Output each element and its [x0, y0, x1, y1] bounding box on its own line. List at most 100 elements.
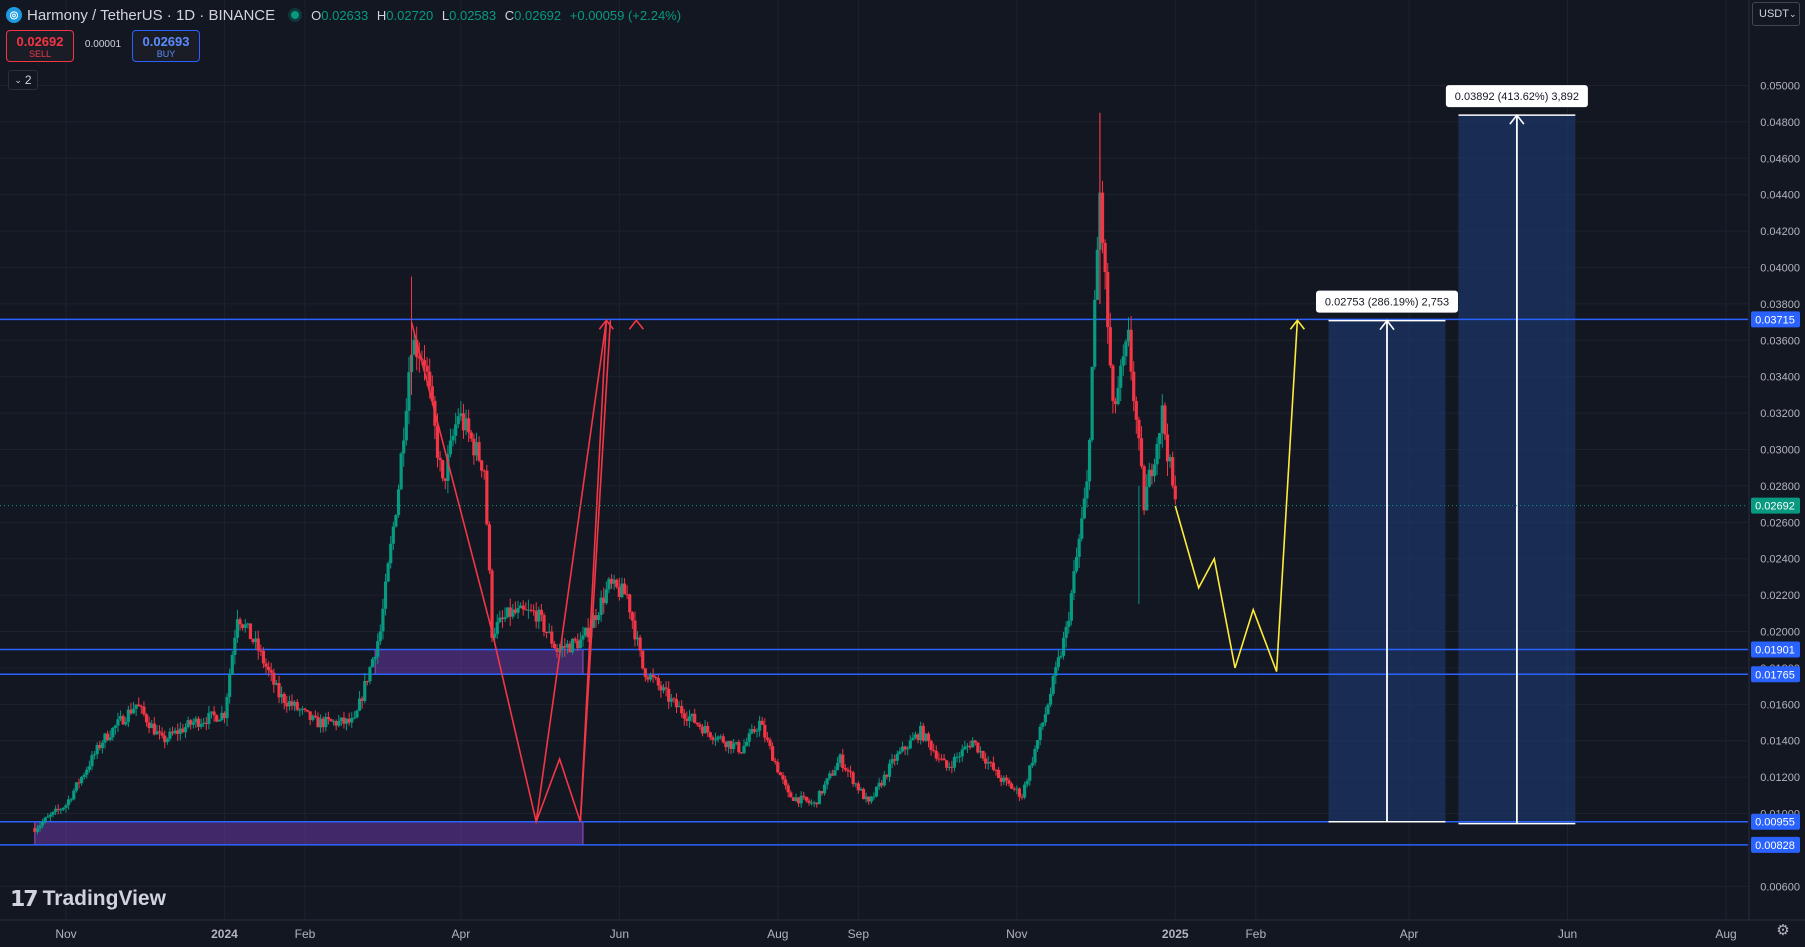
candle-body: [98, 744, 102, 749]
candle-body: [537, 609, 541, 622]
candle-body: [144, 714, 149, 723]
candle-body: [825, 778, 829, 785]
time-tick-label: Jun: [610, 927, 629, 941]
candle-body: [869, 796, 873, 802]
time-tick-label: Aug: [1715, 927, 1736, 941]
candle-body: [176, 730, 180, 734]
candle-body: [1010, 783, 1014, 789]
time-tick-label: Sep: [848, 927, 870, 941]
price-tick-label: 0.05000: [1760, 80, 1800, 92]
candle-body: [599, 597, 603, 616]
candle-body: [542, 615, 546, 632]
candle-body: [105, 733, 110, 741]
candle-body: [152, 723, 156, 735]
candle-body: [724, 742, 728, 748]
candle-body: [781, 775, 785, 780]
candle-body: [1173, 485, 1177, 500]
price-tick-label: 0.03800: [1760, 299, 1800, 311]
candle-body: [1025, 780, 1029, 785]
candle-body: [1072, 571, 1076, 594]
candle-body: [389, 543, 393, 564]
tradingview-logo: 𝟭𝟳 TradingView: [10, 886, 166, 911]
candle-body: [656, 678, 660, 686]
candle-body: [544, 631, 549, 633]
candle-body: [1028, 765, 1032, 781]
candle-body: [1043, 714, 1047, 723]
candle-body: [155, 731, 159, 735]
candle-body: [820, 791, 824, 794]
candle-body: [446, 454, 450, 481]
trade-panel: 0.02692 SELL 0.00001 0.02693 BUY: [6, 30, 200, 62]
candle-body: [947, 766, 951, 768]
candle-body: [459, 413, 463, 417]
candle-body: [209, 711, 214, 713]
candle-body: [776, 762, 780, 773]
candle-body: [565, 643, 569, 648]
candle-body: [485, 470, 489, 525]
candle-body: [33, 828, 37, 832]
candle-body: [103, 733, 107, 743]
candle-body: [864, 796, 868, 800]
level-price-label-box: [1751, 813, 1800, 830]
candle-body: [1158, 433, 1162, 445]
candle-body: [583, 627, 588, 636]
candle-body: [160, 732, 164, 736]
candle-body: [1015, 788, 1019, 790]
candle-body: [90, 755, 94, 767]
indicators-toggle[interactable]: ⌄ 2: [8, 70, 38, 90]
candle-body: [142, 706, 146, 715]
candle-body: [654, 677, 658, 679]
candle-body: [687, 716, 692, 722]
symbol-title[interactable]: Harmony / TetherUS · 1D · BINANCE: [27, 6, 276, 24]
candle-body: [900, 746, 905, 752]
candle-body: [381, 608, 385, 632]
candle-body: [1090, 366, 1094, 440]
sell-button[interactable]: 0.02692 SELL: [6, 30, 74, 62]
candle-body: [303, 708, 307, 710]
candle-body: [111, 727, 115, 738]
harmony-logo-icon: ◎: [6, 7, 22, 23]
candle-body: [1100, 192, 1105, 243]
candle-body: [430, 386, 434, 401]
candle-body: [630, 612, 634, 621]
candle-body: [596, 615, 601, 620]
candle-body: [228, 674, 232, 697]
level-price-label-box: [1751, 311, 1800, 328]
candle-body: [685, 718, 689, 722]
candle-body: [412, 339, 416, 355]
candle-body: [695, 722, 699, 725]
measure-label-box: [1445, 85, 1588, 108]
candle-body: [69, 799, 73, 801]
candle-body: [643, 668, 647, 677]
candle-body: [186, 720, 190, 728]
settings-gear-icon[interactable]: ⚙: [1776, 922, 1790, 939]
candle-body: [490, 570, 494, 638]
candle-body: [116, 719, 120, 726]
candle-body: [1007, 780, 1011, 784]
spread-value: 0.00001: [84, 39, 122, 50]
candle-body: [1137, 419, 1141, 439]
candle-body: [373, 656, 377, 660]
candle-body: [607, 578, 611, 590]
candle-body: [742, 745, 746, 754]
candle-body: [347, 718, 351, 723]
currency-selector[interactable]: USDT ⌄: [1752, 2, 1800, 26]
candle-body: [225, 696, 229, 719]
candle-body: [765, 737, 770, 740]
candle-body: [960, 749, 964, 757]
candle-body: [1082, 498, 1086, 519]
price-tick-label: 0.03000: [1760, 445, 1800, 457]
candle-body: [500, 617, 505, 620]
candle-body: [339, 717, 343, 721]
candle-body: [1056, 657, 1060, 667]
measure-arrow-icon: [1379, 319, 1395, 331]
candle-body: [968, 745, 972, 748]
candle-body: [54, 808, 58, 812]
candle-body: [578, 639, 582, 649]
candle-body: [1020, 796, 1024, 798]
red-pattern-line: [579, 320, 612, 822]
buy-button[interactable]: 0.02693 BUY: [132, 30, 200, 62]
market-open-icon: [291, 11, 300, 19]
level-price-label: 0.00828: [1755, 840, 1795, 852]
